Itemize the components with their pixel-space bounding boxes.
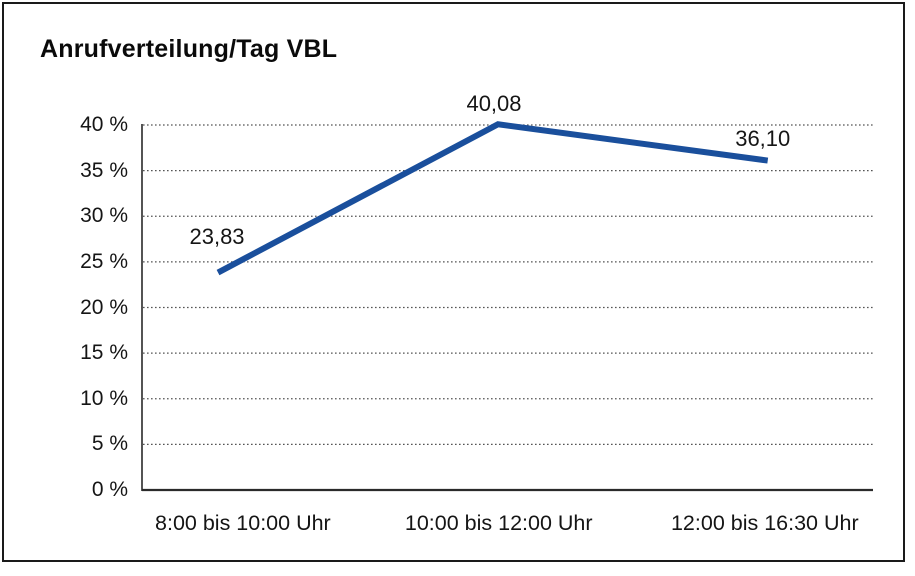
y-tick-label: 5 %: [91, 432, 128, 456]
data-label: 40,08: [466, 91, 522, 117]
x-category-label: 12:00 bis 16:30 Uhr: [670, 511, 859, 535]
y-tick-label: 10 %: [80, 386, 128, 410]
y-tick-label: 15 %: [80, 341, 128, 365]
y-tick-label: 30 %: [80, 204, 128, 228]
y-tick-label: 25 %: [80, 249, 128, 273]
y-tick-label: 40 %: [80, 113, 128, 136]
chart-line: [216, 121, 769, 276]
x-category-label: 10:00 bis 12:00 Uhr: [404, 511, 593, 535]
chart-title: Anrufverteilung/Tag VBL: [40, 35, 338, 63]
x-category-label: 8:00 bis 10:00 Uhr: [155, 511, 331, 535]
y-tick-label: 35 %: [80, 158, 128, 182]
y-tick-label: 20 %: [80, 295, 128, 319]
data-label: 23,83: [189, 223, 245, 249]
y-tick-label: 0 %: [91, 478, 128, 501]
chart-frame: [2, 2, 905, 562]
data-label: 36,10: [735, 125, 791, 151]
